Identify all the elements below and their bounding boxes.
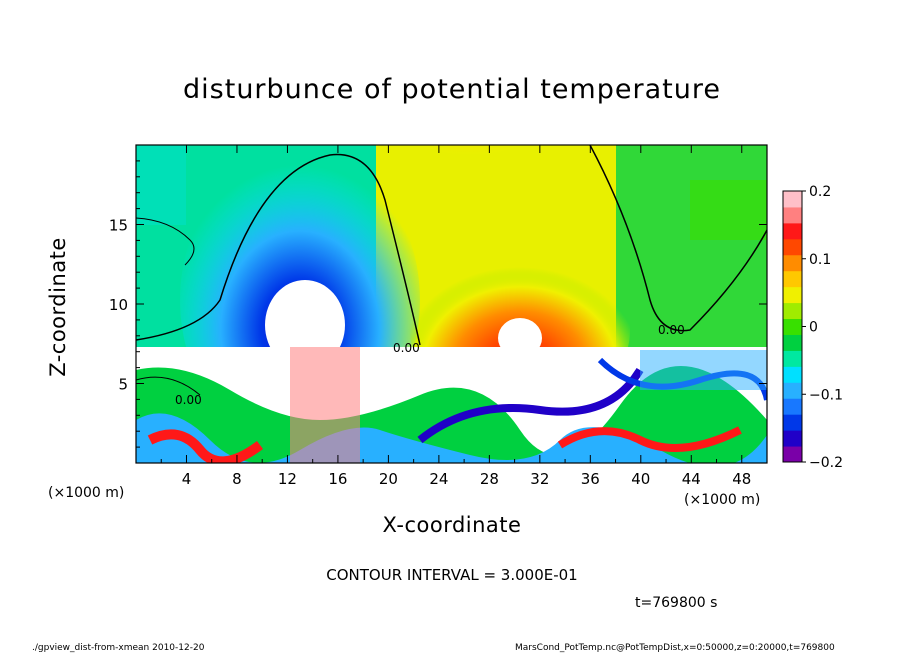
- colorbar-swatch: [783, 382, 802, 399]
- x-tick-label: 20: [379, 470, 398, 488]
- x-axis-label: X-coordinate: [382, 513, 522, 537]
- lower-red-streak-2: [557, 426, 742, 452]
- y-tick-label: 10: [109, 296, 128, 314]
- colorbar: [783, 191, 802, 463]
- x-tick-label: 4: [182, 470, 192, 488]
- colorbar-swatch: [783, 318, 802, 335]
- colorbar-swatch: [783, 238, 802, 256]
- colorbar-swatch: [783, 302, 802, 320]
- field-cyan-left: [136, 145, 186, 225]
- zero-contour-right: [589, 145, 767, 332]
- colorbar-swatch: [783, 398, 802, 415]
- colorbar-swatch: [783, 270, 802, 288]
- colorbar-swatch: [783, 191, 802, 208]
- colorbar-swatch: [783, 254, 802, 272]
- contour-label-3: 0.00: [175, 393, 202, 407]
- contour-interval: CONTOUR INTERVAL = 3.000E-01: [326, 566, 578, 584]
- x-tick-label: 48: [732, 470, 751, 488]
- x-tick-label: 28: [480, 470, 499, 488]
- field-orange-top: [380, 145, 560, 205]
- x-tick-label: 44: [682, 470, 701, 488]
- chart-title: disturbunce of potential temperature: [183, 74, 721, 105]
- colorbar-swatch: [783, 446, 802, 463]
- colorbar-swatch: [783, 414, 802, 431]
- time-stamp: t=769800 s: [635, 595, 718, 611]
- heatmap-field: [136, 145, 767, 463]
- y-tick-label: 5: [118, 376, 128, 394]
- y-axis-ticks: 5 10 15: [109, 160, 767, 448]
- x-tick-label: 24: [429, 470, 448, 488]
- colorbar-swatch: [783, 334, 802, 351]
- lower-right-cyan: [640, 350, 767, 390]
- lower-red-streak-1: [147, 429, 263, 463]
- colorbar-swatch: [783, 366, 802, 383]
- zero-contour-upper-left: [136, 217, 195, 266]
- colorbar-swatch: [783, 350, 802, 367]
- field-right-upper: [616, 145, 767, 347]
- footer-right: MarsCond_PotTemp.nc@PotTempDist,x=0:5000…: [515, 643, 835, 653]
- x-tick-label: 12: [278, 470, 297, 488]
- x-axis-unit-left: (×1000 m): [48, 485, 125, 501]
- colorbar-swatch: [783, 206, 802, 224]
- x-tick-label: 8: [232, 470, 242, 488]
- zero-contour-left: [136, 153, 421, 346]
- colorbar-tick-label: −0.1: [809, 387, 843, 403]
- colorbar-ticks: 0.2 0.1 0 −0.1 −0.2: [802, 184, 843, 471]
- x-tick-label: 40: [631, 470, 650, 488]
- colorbar-tick-label: −0.2: [809, 455, 843, 471]
- footer-left: ./gpview_dist-from-xmean 2010-12-20: [32, 643, 205, 653]
- colorbar-tick-label: 0: [809, 320, 818, 336]
- x-tick-label: 36: [581, 470, 600, 488]
- x-axis-unit-right: (×1000 m): [684, 492, 761, 508]
- y-tick-label: 15: [109, 217, 128, 235]
- x-tick-label: 16: [328, 470, 347, 488]
- colorbar-tick-label: 0.1: [809, 252, 831, 268]
- lower-pink-column: [290, 347, 360, 463]
- y-axis-label: Z-coordinate: [46, 237, 70, 377]
- colorbar-swatch: [783, 222, 802, 240]
- x-tick-label: 32: [530, 470, 549, 488]
- lower-blue-streak: [417, 367, 644, 444]
- colorbar-swatch: [783, 430, 802, 447]
- colorbar-swatch: [783, 286, 802, 304]
- contour-label-2: 0.00: [393, 341, 420, 355]
- lower-blue: [136, 413, 767, 463]
- colorbar-tick-label: 0.2: [809, 184, 831, 200]
- zero-contour-lower-left: [136, 376, 201, 396]
- field-green-right: [690, 180, 767, 240]
- contour-label-1: 0.00: [658, 323, 685, 337]
- x-axis-ticks: 4 8 12 16 20 24 28 32 36 40 44 48: [160, 145, 751, 488]
